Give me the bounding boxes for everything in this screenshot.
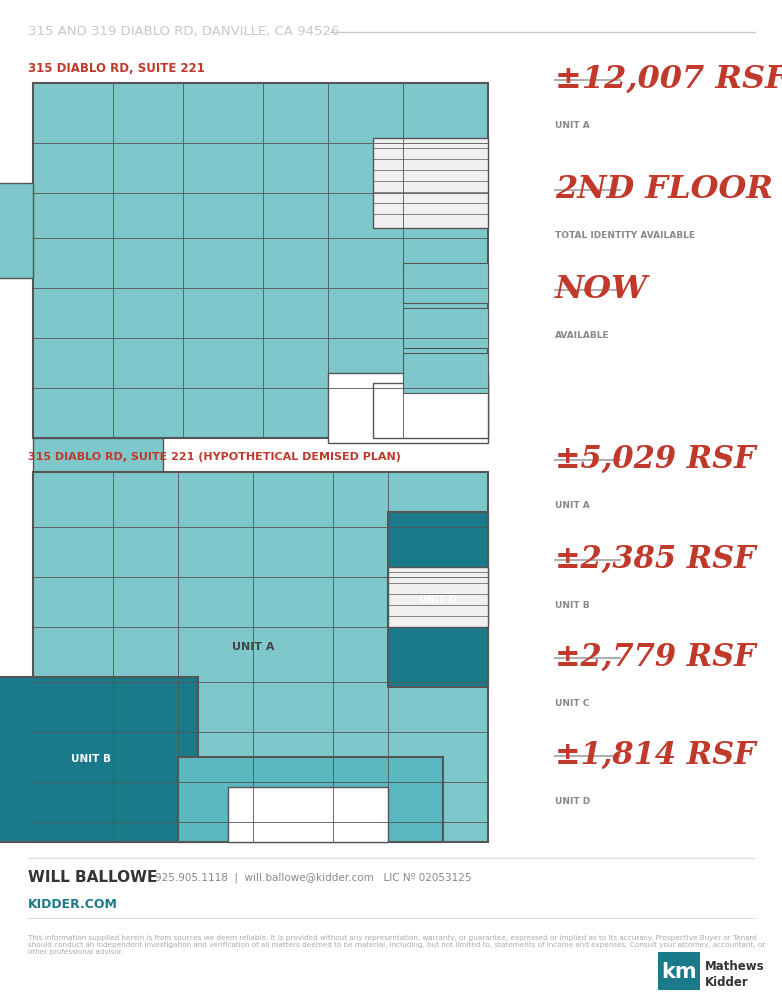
Text: Mathews: Mathews: [705, 960, 765, 973]
Text: This information supplied herein is from sources we deem reliable. It is provide: This information supplied herein is from…: [28, 936, 766, 955]
Text: UNIT C: UNIT C: [555, 699, 590, 708]
Text: UNIT B: UNIT B: [71, 754, 111, 764]
Text: UNIT B: UNIT B: [555, 601, 590, 610]
Text: 925.905.1118  |  will.ballowe@kidder.com   LIC Nº 02053125: 925.905.1118 | will.ballowe@kidder.com L…: [155, 873, 472, 883]
Bar: [178, 757, 443, 842]
Text: UNIT A: UNIT A: [231, 642, 274, 652]
Text: km: km: [662, 962, 697, 982]
Text: ±1,814 RSF: ±1,814 RSF: [555, 740, 755, 771]
Text: NOW: NOW: [555, 274, 648, 305]
Text: AVAILABLE: AVAILABLE: [555, 331, 610, 340]
Bar: [388, 512, 488, 687]
Text: 2ND FLOOR: 2ND FLOOR: [555, 174, 773, 205]
Bar: [403, 263, 488, 303]
Bar: [328, 373, 488, 443]
Text: 315 DIABLO RD, SUITE 221: 315 DIABLO RD, SUITE 221: [28, 61, 205, 75]
Bar: [0, 183, 33, 278]
Text: UNIT A: UNIT A: [555, 121, 590, 130]
Bar: [0, 677, 198, 842]
Text: Kidder: Kidder: [705, 977, 748, 990]
Text: UNIT C: UNIT C: [293, 794, 333, 804]
Text: 315 DIABLO RD, SUITE 221 (HYPOTHETICAL DEMISED PLAN): 315 DIABLO RD, SUITE 221 (HYPOTHETICAL D…: [28, 452, 401, 462]
Text: UNIT A: UNIT A: [555, 501, 590, 510]
Text: KIDDER.COM: KIDDER.COM: [28, 898, 118, 911]
Text: ±2,385 RSF: ±2,385 RSF: [555, 544, 755, 575]
Bar: [33, 83, 488, 438]
Bar: [228, 787, 388, 842]
Text: ±12,007 RSF: ±12,007 RSF: [555, 64, 782, 95]
Bar: [33, 438, 163, 483]
Text: WILL BALLOWE: WILL BALLOWE: [28, 870, 157, 885]
Bar: [403, 353, 488, 393]
Bar: [373, 383, 488, 438]
Text: UNIT D: UNIT D: [555, 797, 590, 806]
Bar: [658, 952, 700, 990]
Text: TOTAL IDENTITY AVAILABLE: TOTAL IDENTITY AVAILABLE: [555, 231, 695, 240]
Bar: [33, 472, 488, 842]
Text: UNIT D: UNIT D: [419, 595, 457, 605]
Text: 315 AND 319 DIABLO RD, DANVILLE, CA 94526: 315 AND 319 DIABLO RD, DANVILLE, CA 9452…: [28, 25, 339, 38]
Bar: [373, 138, 488, 228]
Bar: [388, 567, 488, 627]
Text: ±5,029 RSF: ±5,029 RSF: [555, 444, 755, 475]
Bar: [403, 308, 488, 348]
Text: ±2,779 RSF: ±2,779 RSF: [555, 642, 755, 673]
